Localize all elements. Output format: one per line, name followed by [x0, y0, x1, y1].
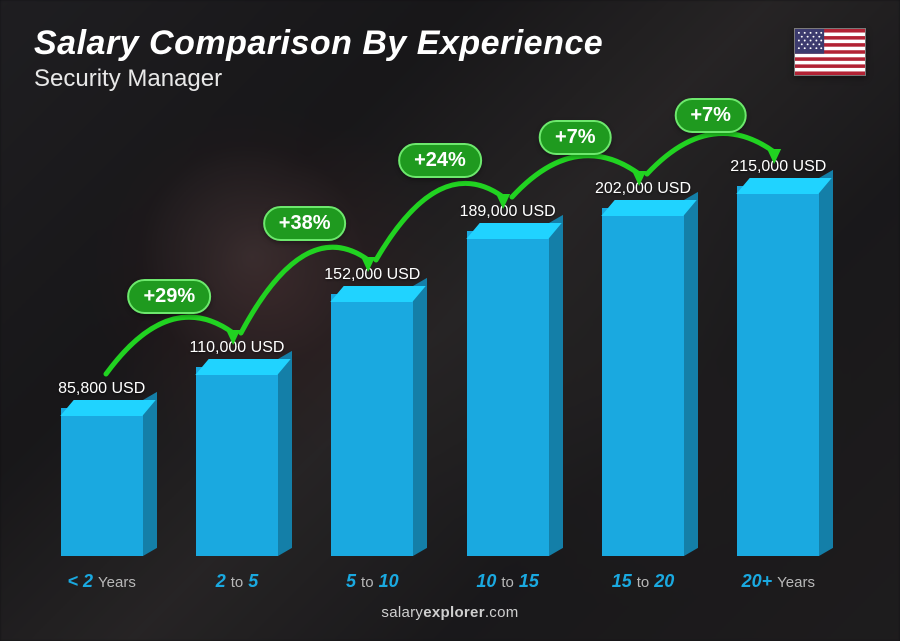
- bar: [331, 294, 413, 556]
- value-label: 110,000 USD: [190, 339, 285, 357]
- content-wrapper: Salary Comparison By Experience Security…: [0, 0, 900, 641]
- footer-suffix: .com: [485, 604, 519, 621]
- bar-group: 85,800 USD: [34, 103, 169, 556]
- x-label: 15 to 20: [575, 571, 710, 592]
- bar: [467, 231, 549, 556]
- bar-group: 189,000 USD: [440, 103, 575, 556]
- x-labels-container: < 2 Years2 to 55 to 1010 to 1515 to 2020…: [34, 571, 846, 592]
- header: Salary Comparison By Experience Security…: [34, 24, 866, 93]
- bar-group: 152,000 USD: [305, 103, 440, 556]
- bar: [737, 186, 819, 556]
- footer-credit: salaryexplorer.com: [34, 604, 866, 623]
- x-label: 2 to 5: [169, 571, 304, 592]
- flag-icon: [794, 28, 866, 76]
- value-label: 202,000 USD: [595, 180, 691, 198]
- bar-group: 202,000 USD: [575, 103, 710, 556]
- value-label: 85,800 USD: [58, 380, 145, 398]
- footer-prefix: salary: [381, 604, 423, 621]
- bars-container: 85,800 USD 110,000 USD 152,000 USD 189,000 …: [34, 103, 846, 556]
- title-block: Salary Comparison By Experience Security…: [34, 24, 603, 93]
- value-label: 189,000 USD: [460, 203, 556, 221]
- value-label: 152,000 USD: [324, 266, 420, 284]
- chart-area: 85,800 USD 110,000 USD 152,000 USD 189,000 …: [34, 103, 866, 604]
- bar-group: 215,000 USD: [711, 103, 846, 556]
- x-label: < 2 Years: [34, 571, 169, 592]
- x-label: 5 to 10: [305, 571, 440, 592]
- bar-group: 110,000 USD: [169, 103, 304, 556]
- chart-subtitle: Security Manager: [34, 65, 603, 93]
- footer-accent: explorer: [423, 604, 485, 621]
- value-label: 215,000 USD: [730, 158, 826, 176]
- x-label: 20+ Years: [711, 571, 846, 592]
- x-label: 10 to 15: [440, 571, 575, 592]
- bar: [602, 208, 684, 556]
- bar: [61, 408, 143, 556]
- bar: [196, 367, 278, 556]
- chart-title: Salary Comparison By Experience: [34, 24, 603, 63]
